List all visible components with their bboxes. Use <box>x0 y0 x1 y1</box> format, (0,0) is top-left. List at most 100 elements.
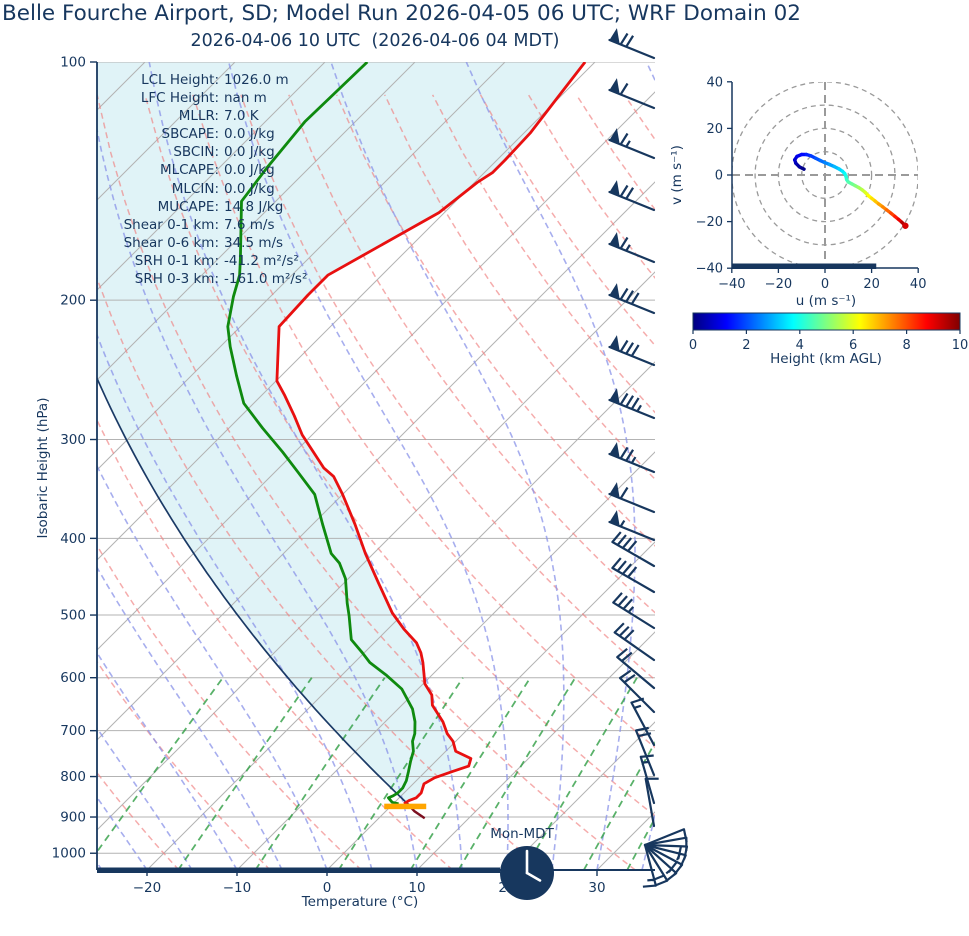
temp-tick-label: 30 <box>588 880 605 896</box>
hodo-u-tick-label: 40 <box>910 277 927 292</box>
hodo-v-tick-label: 20 <box>706 122 723 137</box>
stat-value: -161.0 m²/s² <box>224 271 308 288</box>
wind-barb-icon <box>611 557 656 594</box>
wind-barb-icon <box>616 647 656 690</box>
parcel-profile-line <box>97 376 409 805</box>
pressure-tick-label: 1000 <box>52 846 86 862</box>
wind-barb-icon <box>613 622 656 662</box>
colorbar-tick-label: 8 <box>902 338 910 353</box>
temp-tick-label: −10 <box>223 880 252 896</box>
wind-barb-icon <box>608 283 656 315</box>
clock-label: Mon-MDT <box>490 826 554 842</box>
hodograph-trace-end-dot <box>902 222 909 229</box>
colorbar-tick-label: 6 <box>849 338 857 353</box>
lcl-marker-bar <box>384 803 427 810</box>
sounding-curves <box>97 62 587 820</box>
skewt-ylabel: Isobaric Height (hPa) <box>35 398 51 539</box>
stat-label: SRH 0-3 km: <box>134 271 219 288</box>
temperature-curve <box>275 62 587 805</box>
colorbar-label: Height (km AGL) <box>770 351 882 367</box>
temp-tick-label: −20 <box>133 880 162 896</box>
pressure-tick-label: 800 <box>60 769 86 785</box>
hodo-v-tick-label: −40 <box>696 262 723 277</box>
wind-barb-icon <box>643 828 688 847</box>
wind-barb-icon <box>608 180 656 212</box>
hodograph-ground-bar <box>731 263 877 269</box>
stat-value: 14.8 J/kg <box>224 198 284 215</box>
colorbar-tick-label: 0 <box>689 338 697 353</box>
hodo-u-tick-label: −20 <box>765 277 792 292</box>
hodograph-panel: −40 −20 0 20 40 40 20 0 −20 −40 <box>696 75 927 292</box>
stat-label: MLLR: <box>178 108 219 125</box>
clock-hour-hand <box>525 871 542 882</box>
dewpoint-curve <box>226 62 417 806</box>
stat-label: SBCAPE: <box>161 126 219 143</box>
wind-barb-icon <box>630 697 656 747</box>
wind-barb-icon <box>608 28 656 60</box>
stat-value: -41.2 m²/s² <box>224 252 299 269</box>
pressure-tick-label: 300 <box>60 432 86 448</box>
stat-row: MUCAPE: 14.8 J/kg <box>100 198 307 216</box>
hodo-u-tick-label: 0 <box>821 277 829 292</box>
stat-value: 1026.0 m <box>224 72 289 88</box>
height-colorbar: 0 2 4 6 8 10 <box>689 312 969 353</box>
wind-barb-icon <box>608 335 656 367</box>
stat-value: 0.0 J/kg <box>224 144 275 161</box>
hodograph-ylabel: v (m s⁻¹) <box>669 145 685 205</box>
hodo-u-tick-label: −40 <box>718 277 745 292</box>
wind-barb-column <box>608 28 689 888</box>
hodo-v-tick-label: 0 <box>715 169 723 184</box>
wind-barb-icon <box>608 128 656 160</box>
wind-barb-icon <box>611 531 656 568</box>
stat-label: MLCAPE: <box>159 162 219 179</box>
stat-row: MLCIN: 0.0 J/kg <box>100 180 307 198</box>
colorbar-gradient <box>692 312 961 331</box>
hodo-u-tick-label: 20 <box>863 277 880 292</box>
stat-label: MLCIN: <box>171 180 219 197</box>
stat-row: Shear 0-6 km: 34.5 m/s <box>100 234 307 252</box>
stat-value: 0.0 J/kg <box>224 162 275 179</box>
stat-row: SRH 0-3 km: -161.0 m²/s² <box>100 270 308 288</box>
stat-value: nan m <box>224 90 267 107</box>
stat-value: 0.0 J/kg <box>224 180 275 197</box>
stat-label: Shear 0-1 km: <box>123 216 219 233</box>
pressure-tick-label: 400 <box>60 531 86 547</box>
stat-label: MUCAPE: <box>157 198 219 215</box>
wind-barb-icon <box>644 777 659 828</box>
wind-barb-icon <box>634 726 656 777</box>
stat-label: SBCIN: <box>173 144 219 161</box>
hodo-v-tick-label: −20 <box>696 215 723 230</box>
wind-barb-icon <box>608 482 656 514</box>
stat-value: 7.0 K <box>224 108 259 125</box>
wind-barb-icon <box>608 78 656 110</box>
skewt-xlabel: Temperature (°C) <box>301 894 419 910</box>
pressure-tick-label: 900 <box>60 810 86 826</box>
stat-label: LFC Height: <box>140 90 219 107</box>
wind-barb-icon <box>639 754 656 805</box>
hodograph-xlabel: u (m s⁻¹) <box>796 293 856 309</box>
colorbar-tick-label: 10 <box>952 338 969 353</box>
stat-value: 7.6 m/s <box>224 216 275 233</box>
wind-barb-icon <box>608 232 656 264</box>
local-time-clock-icon <box>500 846 554 900</box>
stat-row: SBCAPE: 0.0 J/kg <box>100 125 307 143</box>
wind-barb-icon <box>608 510 656 542</box>
temp-tick-label: 0 <box>323 880 332 896</box>
surface-bar <box>97 867 500 873</box>
colorbar-tick-label: 4 <box>796 338 804 353</box>
stat-row: MLLR: 7.0 K <box>100 107 307 125</box>
stat-value: 0.0 J/kg <box>224 126 275 143</box>
pressure-tick-label: 500 <box>60 608 86 624</box>
colorbar-tick-label: 2 <box>742 338 750 353</box>
stat-row: SRH 0-1 km: -41.2 m²/s² <box>100 252 307 270</box>
pressure-tick-label: 100 <box>60 55 86 71</box>
stat-row: MLCAPE: 0.0 J/kg <box>100 161 307 179</box>
hodo-v-tick-label: 40 <box>706 75 723 90</box>
cin-shading-region <box>97 62 586 804</box>
wind-barb-icon <box>618 669 656 714</box>
stat-label: SRH 0-1 km: <box>134 252 219 269</box>
stat-label: Shear 0-6 km: <box>123 234 219 251</box>
temp-tick-label: 10 <box>408 880 425 896</box>
